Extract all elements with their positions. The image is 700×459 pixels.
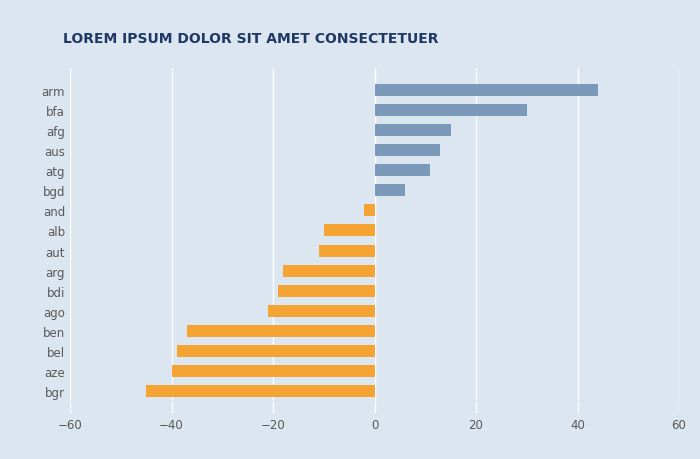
Bar bbox=[323, 225, 375, 237]
Bar bbox=[187, 325, 374, 337]
Bar bbox=[374, 145, 440, 157]
Bar bbox=[268, 305, 375, 317]
Bar bbox=[374, 125, 451, 137]
Bar bbox=[374, 105, 526, 117]
Bar bbox=[374, 185, 405, 197]
Bar bbox=[283, 265, 374, 277]
Bar bbox=[318, 245, 374, 257]
Bar bbox=[365, 205, 374, 217]
Bar bbox=[374, 165, 430, 177]
Bar bbox=[374, 84, 598, 96]
Bar bbox=[278, 285, 375, 297]
Bar bbox=[176, 345, 374, 357]
Text: LOREM IPSUM DOLOR SIT AMET CONSECTETUER: LOREM IPSUM DOLOR SIT AMET CONSECTETUER bbox=[63, 32, 438, 46]
Bar bbox=[146, 386, 374, 397]
Bar bbox=[172, 365, 374, 377]
